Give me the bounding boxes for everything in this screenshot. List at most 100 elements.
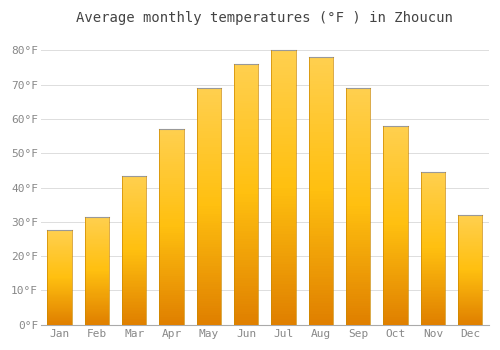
- Bar: [234, 228, 258, 231]
- Bar: [122, 313, 146, 314]
- Bar: [48, 246, 72, 247]
- Bar: [384, 199, 407, 201]
- Bar: [85, 291, 109, 292]
- Bar: [122, 202, 146, 204]
- Bar: [85, 303, 109, 304]
- Bar: [458, 315, 482, 316]
- Bar: [272, 83, 295, 86]
- Bar: [234, 296, 258, 299]
- Bar: [122, 182, 146, 183]
- Bar: [122, 248, 146, 250]
- Bar: [458, 305, 482, 306]
- Bar: [197, 142, 221, 145]
- Bar: [309, 164, 333, 167]
- Bar: [197, 145, 221, 147]
- Bar: [122, 231, 146, 232]
- Bar: [234, 307, 258, 309]
- Bar: [309, 317, 333, 319]
- Bar: [272, 212, 295, 215]
- Bar: [346, 95, 370, 98]
- Bar: [421, 300, 445, 302]
- Bar: [421, 201, 445, 203]
- Bar: [421, 186, 445, 187]
- Bar: [346, 88, 370, 90]
- Bar: [160, 161, 184, 162]
- Bar: [384, 303, 407, 305]
- Bar: [384, 132, 407, 134]
- Bar: [346, 121, 370, 124]
- Bar: [85, 238, 109, 239]
- Bar: [48, 302, 72, 303]
- Bar: [346, 303, 370, 306]
- Bar: [309, 121, 333, 124]
- Bar: [197, 211, 221, 213]
- Bar: [346, 211, 370, 213]
- Bar: [160, 196, 184, 198]
- Bar: [122, 308, 146, 310]
- Bar: [48, 316, 72, 317]
- Bar: [346, 275, 370, 278]
- Bar: [421, 221, 445, 223]
- Bar: [122, 322, 146, 323]
- Bar: [458, 309, 482, 310]
- Bar: [458, 251, 482, 252]
- Bar: [309, 172, 333, 175]
- Bar: [421, 265, 445, 267]
- Bar: [272, 190, 295, 193]
- Bar: [48, 240, 72, 241]
- Bar: [346, 301, 370, 303]
- Bar: [234, 265, 258, 267]
- Bar: [384, 283, 407, 285]
- Bar: [309, 188, 333, 191]
- Bar: [48, 252, 72, 253]
- Bar: [85, 218, 109, 219]
- Bar: [272, 308, 295, 311]
- Bar: [272, 53, 295, 56]
- Bar: [346, 190, 370, 192]
- Bar: [309, 84, 333, 87]
- Bar: [48, 258, 72, 259]
- Bar: [160, 168, 184, 170]
- Bar: [421, 311, 445, 313]
- Bar: [458, 320, 482, 321]
- Bar: [384, 154, 407, 156]
- Bar: [234, 202, 258, 205]
- Bar: [48, 308, 72, 309]
- Bar: [458, 231, 482, 232]
- Bar: [85, 316, 109, 317]
- Bar: [160, 286, 184, 288]
- Bar: [458, 218, 482, 219]
- Bar: [48, 278, 72, 279]
- Bar: [234, 226, 258, 228]
- Bar: [346, 254, 370, 256]
- Bar: [272, 303, 295, 306]
- Bar: [458, 289, 482, 291]
- Bar: [197, 126, 221, 128]
- Bar: [346, 209, 370, 211]
- Bar: [160, 209, 184, 211]
- Bar: [197, 306, 221, 308]
- Bar: [384, 241, 407, 243]
- Bar: [48, 275, 72, 276]
- Bar: [122, 274, 146, 275]
- Bar: [309, 258, 333, 260]
- Bar: [272, 209, 295, 212]
- Bar: [122, 298, 146, 299]
- Bar: [309, 154, 333, 156]
- Bar: [160, 213, 184, 215]
- Bar: [384, 138, 407, 140]
- Bar: [160, 295, 184, 298]
- Bar: [197, 294, 221, 296]
- Bar: [384, 163, 407, 166]
- Bar: [272, 300, 295, 303]
- Bar: [197, 308, 221, 310]
- Bar: [197, 95, 221, 98]
- Bar: [458, 241, 482, 243]
- Bar: [122, 220, 146, 222]
- Bar: [421, 245, 445, 247]
- Bar: [160, 180, 184, 182]
- Bar: [421, 264, 445, 265]
- Bar: [346, 299, 370, 301]
- Bar: [421, 236, 445, 238]
- Bar: [234, 163, 258, 166]
